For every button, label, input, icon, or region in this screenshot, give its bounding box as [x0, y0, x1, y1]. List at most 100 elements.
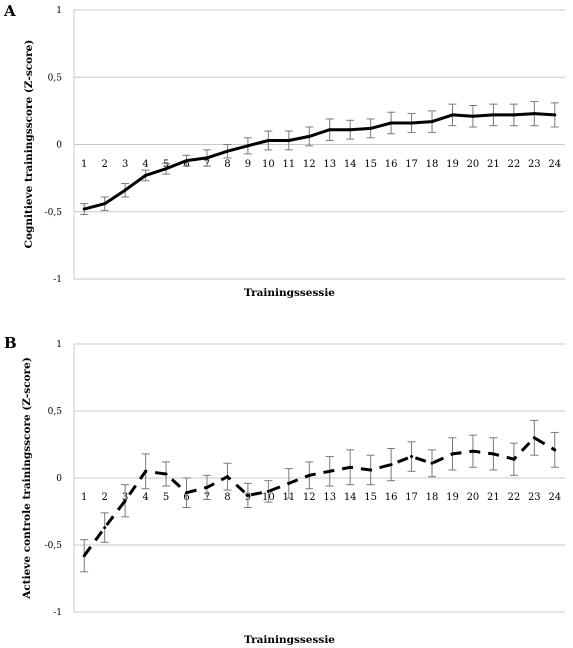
- x-tick-label: 8: [224, 492, 230, 503]
- data-point: [287, 138, 291, 142]
- x-tick-label: 18: [426, 492, 439, 503]
- panel-letter: B: [4, 334, 17, 352]
- x-tick-label: 13: [323, 159, 336, 170]
- data-point: [348, 128, 352, 132]
- data-point: [450, 113, 454, 117]
- x-tick-label: 5: [163, 492, 169, 503]
- y-tick-label: 0,5: [48, 73, 63, 83]
- data-point: [512, 457, 516, 461]
- y-tick-label: -0,5: [45, 541, 63, 551]
- chart-panel-a: A-1-0,500,511234567891011121314151617181…: [3, 2, 565, 299]
- x-tick-label: 20: [467, 159, 480, 170]
- y-tick-label: -0,5: [45, 208, 63, 218]
- x-tick-label: 24: [548, 159, 561, 170]
- x-tick-label: 19: [446, 159, 459, 170]
- y-axis-title: Cognitieve trainingsscore (Z-score): [23, 40, 35, 249]
- data-point: [205, 485, 209, 489]
- x-tick-label: 14: [344, 159, 357, 170]
- x-tick-label: 20: [467, 492, 480, 503]
- y-tick-label: 0: [56, 141, 62, 151]
- x-tick-label: 11: [282, 159, 295, 170]
- data-point: [307, 134, 311, 138]
- data-point: [410, 121, 414, 125]
- x-tick-label: 14: [344, 492, 357, 503]
- data-point: [410, 455, 414, 459]
- chart-panel-b: B-1-0,500,511234567891011121314151617181…: [4, 334, 565, 646]
- data-point: [225, 149, 229, 153]
- data-point: [430, 461, 434, 465]
- data-point: [491, 452, 495, 456]
- x-tick-label: 21: [487, 492, 500, 503]
- x-tick-label: 2: [102, 159, 108, 170]
- data-point: [450, 452, 454, 456]
- data-point: [369, 126, 373, 130]
- data-point: [307, 473, 311, 477]
- x-tick-label: 16: [385, 492, 398, 503]
- x-tick-label: 2: [102, 492, 108, 503]
- x-tick-label: 17: [405, 159, 418, 170]
- data-point: [185, 491, 189, 495]
- y-tick-label: -1: [53, 608, 62, 618]
- x-tick-label: 19: [446, 492, 459, 503]
- data-point: [205, 156, 209, 160]
- x-tick-label: 17: [405, 492, 418, 503]
- data-point: [164, 472, 168, 476]
- data-point: [553, 448, 557, 452]
- data-point: [103, 526, 107, 530]
- x-tick-label: 24: [548, 492, 561, 503]
- x-tick-label: 4: [142, 492, 148, 503]
- data-point: [369, 468, 373, 472]
- data-point: [144, 173, 148, 177]
- x-tick-label: 1: [81, 492, 87, 503]
- data-point: [164, 167, 168, 171]
- data-point: [266, 138, 270, 142]
- data-point: [512, 113, 516, 117]
- x-tick-label: 22: [507, 159, 520, 170]
- data-point: [144, 469, 148, 473]
- data-point: [328, 469, 332, 473]
- data-point: [430, 120, 434, 124]
- x-tick-label: 10: [262, 159, 275, 170]
- data-point: [123, 499, 127, 503]
- series-line: [82, 436, 556, 557]
- y-axis-title: Actieve controle trainingsscore (Z-score…: [21, 357, 33, 600]
- x-tick-label: 3: [122, 159, 128, 170]
- x-tick-label: 12: [303, 159, 316, 170]
- y-tick-label: -1: [53, 275, 62, 285]
- data-point: [553, 113, 557, 117]
- data-point: [123, 188, 127, 192]
- y-tick-label: 0,5: [48, 407, 63, 417]
- data-point: [328, 128, 332, 132]
- data-point: [471, 449, 475, 453]
- x-tick-label: 8: [224, 159, 230, 170]
- panel-letter: A: [3, 2, 16, 20]
- x-tick-label: 1: [81, 159, 87, 170]
- x-tick-label: 13: [323, 492, 336, 503]
- data-point: [246, 144, 250, 148]
- x-tick-label: 22: [507, 492, 520, 503]
- x-tick-label: 12: [303, 492, 316, 503]
- x-tick-label: 18: [426, 159, 439, 170]
- x-axis-title: Trainingssessie: [244, 634, 335, 646]
- series-line: [83, 112, 555, 211]
- data-point: [246, 493, 250, 497]
- x-tick-label: 21: [487, 159, 500, 170]
- data-point: [266, 489, 270, 493]
- data-point: [287, 481, 291, 485]
- data-point: [532, 436, 536, 440]
- data-point: [348, 465, 352, 469]
- data-point: [103, 202, 107, 206]
- data-point: [225, 475, 229, 479]
- data-point: [471, 114, 475, 118]
- data-point: [82, 207, 86, 211]
- data-point: [185, 159, 189, 163]
- data-point: [491, 113, 495, 117]
- y-tick-label: 0: [56, 474, 62, 484]
- x-tick-label: 15: [364, 492, 377, 503]
- data-point: [82, 554, 86, 558]
- y-tick-label: 1: [56, 6, 62, 16]
- x-tick-label: 9: [245, 159, 251, 170]
- data-point: [389, 121, 393, 125]
- x-axis-title: Trainingssessie: [244, 287, 335, 299]
